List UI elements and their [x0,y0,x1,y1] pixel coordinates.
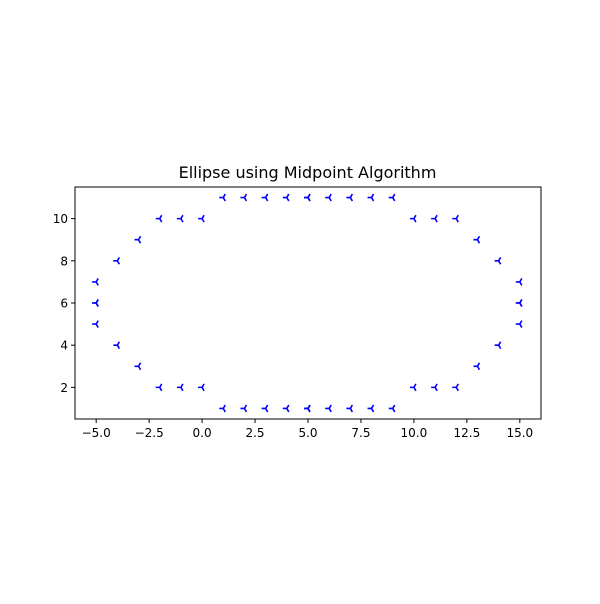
x-tick-label: 7.5 [351,426,370,440]
data-point-marker [198,383,205,392]
data-point-marker [515,299,523,307]
data-point-marker [219,193,226,202]
data-point-marker [325,193,332,202]
data-point-marker [240,404,248,413]
x-tick-label: 0.0 [193,426,212,440]
data-point-marker [198,214,205,223]
data-point-marker [113,256,121,265]
y-axis: 2 4 6 8 10 [53,212,75,395]
data-point-marker [494,341,502,350]
data-point-marker [92,278,99,286]
data-point-marker [452,214,459,223]
data-point-marker [515,278,523,286]
data-point-marker [515,320,523,328]
data-point-marker [176,214,184,223]
data-point-marker [431,383,438,392]
data-point-marker [346,193,354,202]
x-tick-label: 10.0 [401,426,428,440]
x-tick-label: −2.5 [135,426,164,440]
y-tick-label: 6 [60,297,68,311]
data-point-marker [473,362,481,371]
data-point-marker [219,404,226,413]
data-point-marker [134,235,142,244]
data-point-marker [494,256,502,265]
data-point-marker [431,214,438,223]
plot-area-frame [74,186,542,420]
data-point-marker [367,193,375,202]
data-point-marker [92,299,99,307]
x-axis: −5.0 −2.5 0.0 2.5 5.0 7.5 10.0 12.5 15.0 [82,419,533,440]
data-point-marker [113,341,121,350]
data-point-marker [261,404,269,413]
data-point-marker [134,362,142,371]
data-point-marker [304,193,311,202]
data-point-marker [282,404,290,413]
data-point-marker [388,404,396,413]
data-point-marker [155,214,163,223]
data-point-marker [176,383,184,392]
data-point-marker [409,383,417,392]
x-tick-label: 12.5 [454,426,481,440]
data-point-marker [155,383,163,392]
y-tick-label: 2 [60,381,68,395]
data-points [92,193,523,413]
y-tick-label: 4 [60,339,68,353]
data-point-marker [473,235,481,244]
x-tick-label: −5.0 [82,426,111,440]
x-tick-label: 15.0 [506,426,533,440]
data-point-marker [367,404,375,413]
data-point-marker [409,214,417,223]
data-point-marker [388,193,396,202]
data-point-marker [452,383,459,392]
data-point-marker [282,193,290,202]
y-tick-label: 10 [53,212,68,226]
data-point-marker [325,404,332,413]
data-point-marker [261,193,269,202]
data-point-marker [346,404,354,413]
chart-title: Ellipse using Midpoint Algorithm [179,163,437,182]
x-tick-label: 5.0 [298,426,317,440]
data-point-marker [240,193,248,202]
x-tick-label: 2.5 [245,426,264,440]
data-point-marker [304,404,311,413]
data-point-marker [92,320,99,328]
y-tick-label: 8 [60,254,68,268]
